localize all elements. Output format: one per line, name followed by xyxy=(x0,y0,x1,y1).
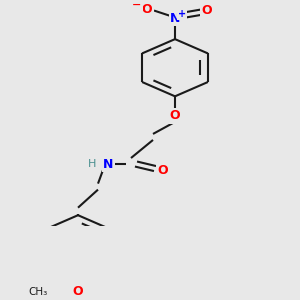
Text: CH₃: CH₃ xyxy=(29,287,48,297)
Text: N: N xyxy=(170,12,180,25)
Text: +: + xyxy=(178,9,186,19)
Text: N: N xyxy=(103,158,113,170)
Text: H: H xyxy=(88,159,96,169)
Text: O: O xyxy=(158,164,168,177)
Text: O: O xyxy=(73,286,83,298)
Text: O: O xyxy=(142,2,152,16)
Text: O: O xyxy=(202,4,212,17)
Text: O: O xyxy=(170,110,180,122)
Text: −: − xyxy=(132,0,142,10)
